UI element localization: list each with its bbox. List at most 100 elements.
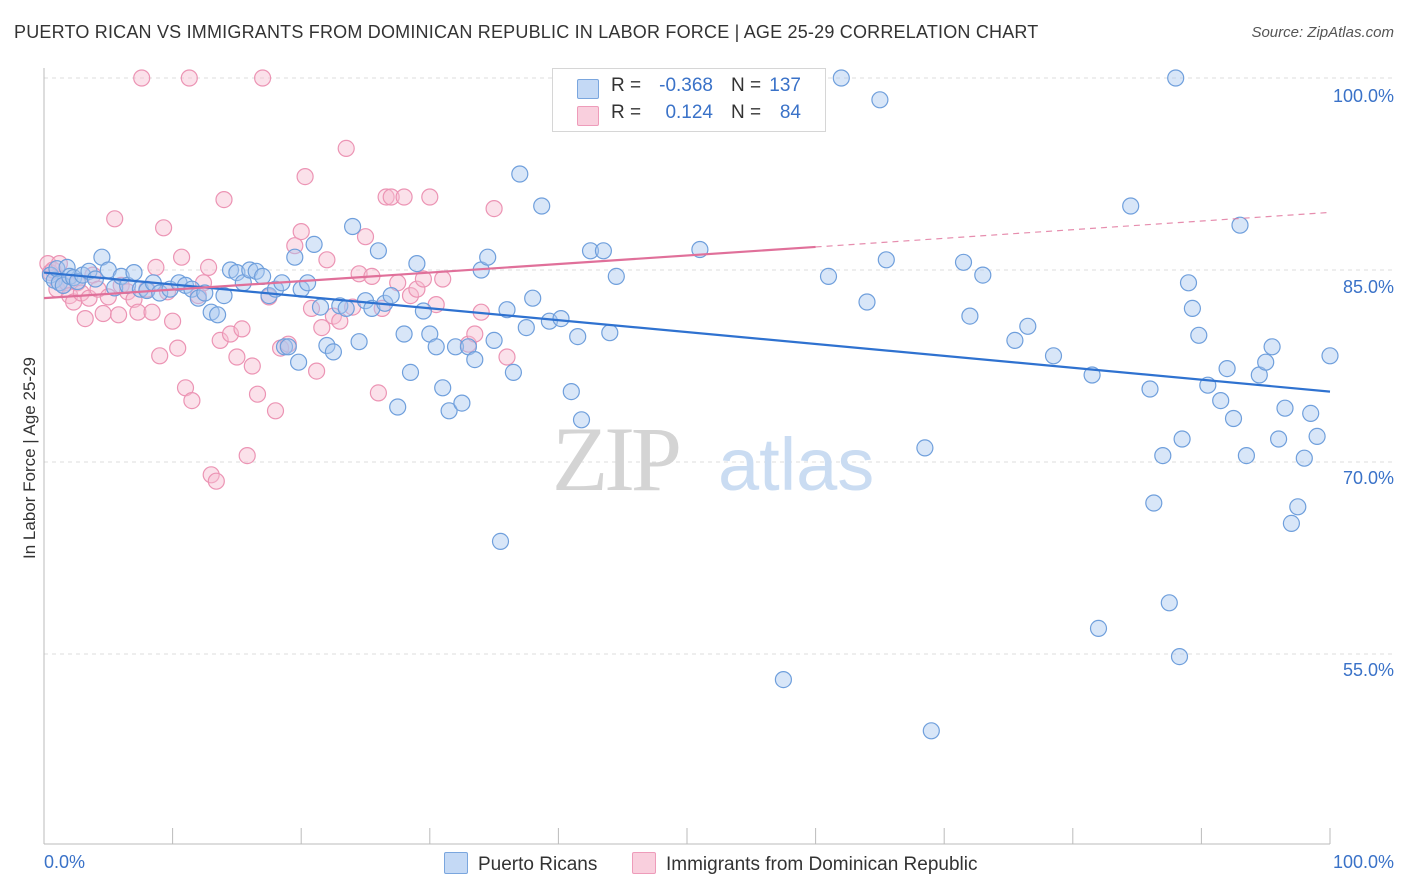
data-point [819,267,838,285]
legend-item-puerto-ricans: Puerto Ricans [444,852,597,876]
data-point [290,353,308,371]
data-point [427,338,445,356]
data-point [916,439,934,457]
data-point [164,312,182,330]
axes [43,68,1331,845]
stats-row-puerto-rican: R = -0.368 N = 137 [553,75,825,103]
data-point [408,280,426,298]
y-tick-label: 70.0% [1342,468,1394,488]
data-point [408,255,426,273]
data-point [607,267,625,285]
data-point [129,303,147,321]
data-point [1295,449,1313,467]
data-point [377,188,395,206]
data-point [498,348,516,366]
data-point [1179,274,1198,292]
data-point [155,219,173,237]
data-point [1167,69,1185,87]
watermark-atlas: atlas [718,423,874,506]
data-point [125,264,143,282]
data-point [305,235,323,253]
data-point [832,69,850,87]
data-point [479,248,497,266]
data-point [1190,326,1208,344]
data-point [485,200,503,218]
data-point [337,299,355,317]
stats-row-dominican: R = 0.124 N = 84 [553,102,825,130]
data-point [871,91,889,109]
data-point [954,253,973,271]
data-point [594,242,613,260]
y-tick-label: 85.0% [1342,277,1394,297]
data-point [200,258,218,276]
data-point [504,363,523,381]
blue-swatch-icon [577,79,599,99]
data-point [299,274,317,292]
legend-label: Immigrants from Dominican Republic [666,854,978,875]
trend-line-dominican [43,245,816,300]
data-point [562,383,580,401]
data-point [1269,430,1288,448]
data-point [569,328,587,346]
data-point [1122,197,1140,215]
y-tick-label: 100.0% [1332,86,1394,106]
data-point [308,362,326,380]
data-point [209,306,227,324]
data-point [1145,494,1163,512]
data-point [1212,392,1230,410]
legend-label: Puerto Ricans [478,854,598,875]
data-point [524,289,542,307]
data-point [1302,404,1320,422]
data-point [94,304,112,323]
data-point [961,307,979,325]
source-label: Source: ZipAtlas.com [1251,24,1394,41]
data-point [1237,447,1256,465]
data-point [363,299,381,317]
data-point [552,310,570,328]
data-point [313,319,331,337]
data-point [1218,360,1236,378]
data-point [169,339,187,357]
data-point [183,392,201,410]
stat-r-label: R = [611,102,642,123]
data-point [395,188,413,206]
data-point [601,324,619,342]
stat-n-value: 137 [769,75,801,96]
data-point [877,251,895,269]
data-point [922,722,940,740]
data-point [491,532,510,551]
watermark-zip: ZIP [552,408,679,510]
data-point [1141,380,1159,398]
data-point [1224,409,1243,428]
stats-legend-box: R = -0.368 N = 137 R = 0.124 N = 84 [552,68,826,132]
data-point [395,325,413,343]
data-point [151,284,169,302]
data-point [215,191,233,209]
data-point [401,287,420,305]
data-point [369,242,387,260]
data-point [356,228,375,246]
stat-r-value: 0.124 [665,102,713,123]
data-point [266,402,285,420]
data-point [1282,514,1301,533]
data-point [1006,331,1024,349]
watermark: ZIP atlas [552,408,874,510]
data-point [1257,353,1275,371]
data-point [215,287,233,305]
stat-n-label: N = [731,102,762,123]
legend-item-dominican: Immigrants from Dominican Republic [632,852,978,876]
data-point [1044,347,1063,365]
data-point [133,69,151,87]
data-point [446,338,465,356]
data-point [147,258,165,276]
data-point [485,331,503,349]
data-point [211,331,229,349]
stat-n-label: N = [731,75,762,96]
data-point [296,168,314,186]
data-point [414,302,432,320]
data-point [974,266,992,284]
stat-r-label: R = [611,75,642,96]
data-point [228,264,246,282]
data-point [453,394,471,412]
